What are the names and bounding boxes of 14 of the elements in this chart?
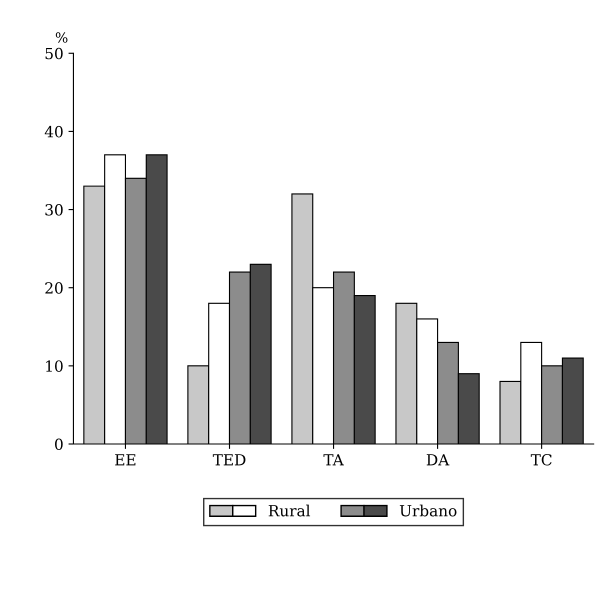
y-tick-label: 40: [44, 126, 63, 138]
x-tick-label: TA: [324, 454, 344, 466]
y-tick-label: 10: [46, 360, 63, 372]
y-tick-label: 50: [46, 48, 63, 60]
y-tick-label: 0: [55, 438, 63, 450]
y-axis-title: %: [56, 32, 68, 43]
x-tick-label: TC: [530, 454, 552, 466]
legend-label: Rural: [268, 504, 310, 516]
y-tick-label: 30: [45, 204, 63, 216]
x-tick-label: EE: [115, 454, 136, 466]
y-tick-label: 20: [45, 282, 63, 294]
x-tick-label: TED: [212, 454, 246, 466]
x-tick-label: DA: [426, 454, 450, 466]
legend-label: Urbano: [400, 504, 456, 516]
